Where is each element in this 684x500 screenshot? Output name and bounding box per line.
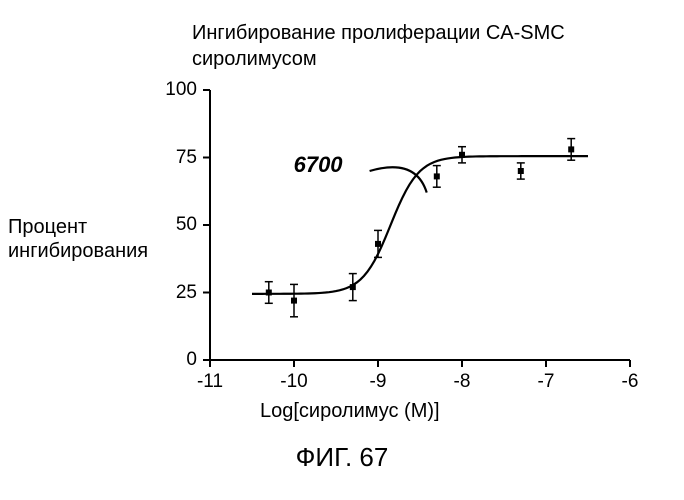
- y-axis-label-line2: ингибирования: [8, 240, 148, 262]
- y-tick-label: 50: [157, 214, 197, 236]
- x-tick-label: -11: [190, 371, 230, 393]
- y-tick-label: 25: [157, 282, 197, 304]
- curve-annotation: 6700: [294, 152, 343, 178]
- x-tick-label: -9: [358, 371, 398, 393]
- y-tick-label: 75: [157, 147, 197, 169]
- x-tick-label: -7: [526, 371, 566, 393]
- x-tick-label: -10: [274, 371, 314, 393]
- chart-title-line1: Ингибирование пролиферации CA-SMC: [192, 22, 565, 44]
- chart-title: Ингибирование пролиферации CA-SMC сироли…: [192, 20, 642, 72]
- y-axis-label-line1: Процент: [8, 216, 87, 238]
- x-axis-label: Log[сиролимус (M)]: [260, 400, 440, 423]
- chart-plot: 0 25 50 75 100 -11 -10 -9 -8 -7 -6 6700: [150, 80, 650, 400]
- chart-svg: [150, 80, 650, 400]
- x-tick-label: -8: [442, 371, 482, 393]
- chart-title-line2: сиролимусом: [192, 48, 317, 70]
- y-tick-label: 100: [157, 79, 197, 101]
- y-axis-label: Процент ингибирования: [8, 215, 148, 263]
- x-tick-label: -6: [610, 371, 650, 393]
- figure-caption: ФИГ. 67: [0, 442, 684, 473]
- y-tick-label: 0: [157, 349, 197, 371]
